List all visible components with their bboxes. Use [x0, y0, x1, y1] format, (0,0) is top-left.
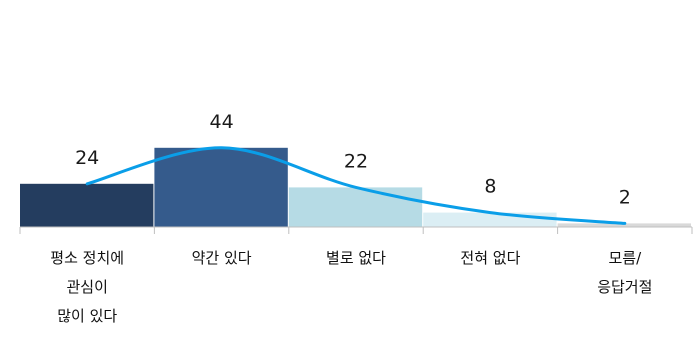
category-label-5: 모름/ 응답거절 [597, 249, 653, 296]
bar-3 [288, 187, 423, 227]
bar-value-label-4: 8 [484, 176, 496, 198]
bar-value-label-5: 2 [619, 186, 631, 208]
bar-value-label-1: 24 [75, 147, 99, 169]
bar-value-label-3: 22 [344, 150, 368, 172]
x-axis-ticks [19, 227, 693, 234]
trend-line [85, 146, 627, 225]
category-label-2: 약간 있다 [191, 249, 252, 267]
value-label-group: 24 44 22 8 2 [75, 111, 631, 209]
bar-value-label-2: 44 [210, 111, 234, 133]
bar-1 [20, 183, 154, 227]
bar-group [20, 147, 691, 227]
category-label-3: 별로 없다 [326, 249, 386, 267]
category-label-1: 평소 정치에 관심이 많이 있다 [50, 249, 125, 325]
category-label-4: 전혀 없다 [460, 249, 521, 267]
bar-2 [154, 147, 288, 227]
bar-5 [557, 223, 691, 227]
bar-4 [423, 212, 557, 227]
